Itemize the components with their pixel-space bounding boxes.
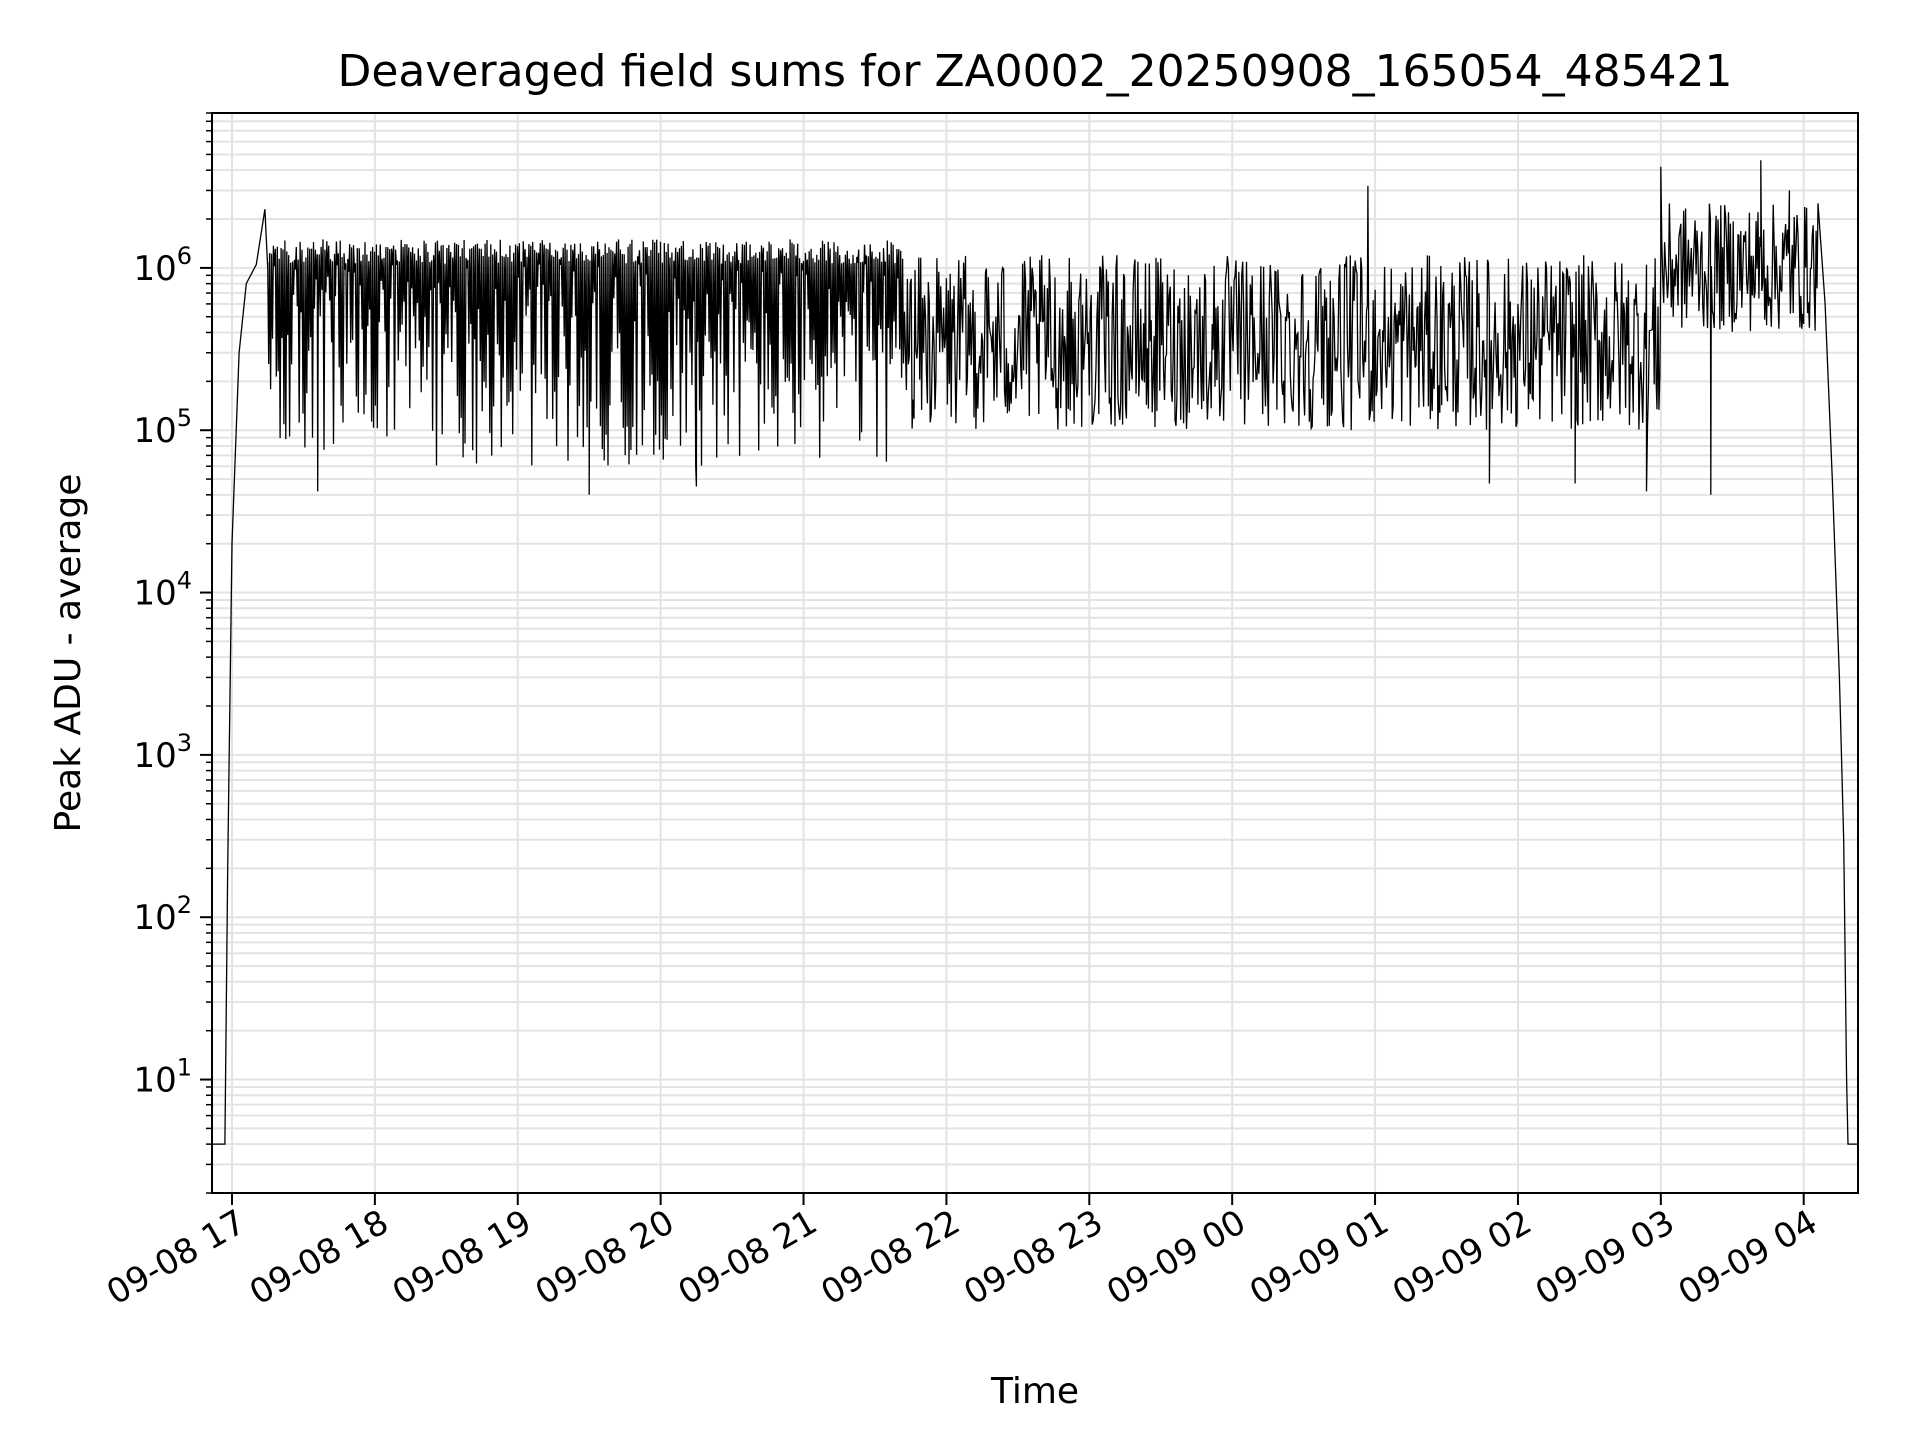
y-tick-base: 10 — [133, 736, 176, 776]
x-axis-label: Time — [990, 1371, 1079, 1412]
y-tick-label: 101 — [133, 1054, 192, 1101]
y-tick-label: 102 — [133, 891, 192, 938]
y-tick-base: 10 — [133, 1061, 176, 1101]
axis-ticks — [200, 112, 1805, 1205]
y-tick-base: 10 — [133, 411, 176, 451]
y-tick-exponent: 1 — [177, 1054, 192, 1082]
y-tick-base: 10 — [133, 898, 176, 938]
y-tick-exponent: 3 — [177, 729, 192, 757]
y-axis-label: Peak ADU - average — [48, 474, 89, 833]
y-tick-exponent: 4 — [177, 567, 192, 595]
y-tick-label: 103 — [133, 729, 192, 776]
y-tick-exponent: 2 — [177, 891, 192, 919]
chart-title: Deaveraged field sums for ZA0002_2025090… — [337, 46, 1732, 97]
series-line — [212, 160, 1858, 1145]
y-tick-label: 105 — [133, 404, 192, 451]
y-tick-base: 10 — [133, 574, 176, 614]
plot-area-frame — [211, 112, 1859, 1194]
y-tick-base: 10 — [133, 249, 176, 289]
y-tick-label: 104 — [133, 567, 192, 614]
series-layer — [212, 160, 1858, 1145]
y-tick-label: 106 — [133, 242, 192, 289]
y-tick-exponent: 5 — [177, 404, 192, 432]
y-tick-exponent: 6 — [177, 242, 192, 270]
